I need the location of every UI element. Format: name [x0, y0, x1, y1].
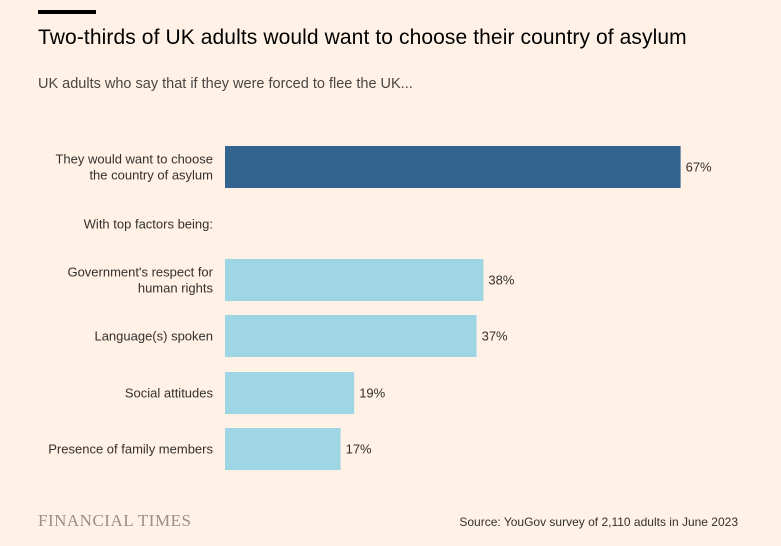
category-label: Government's respect for human rights	[67, 265, 213, 296]
source-note: Source: YouGov survey of 2,110 adults in…	[459, 515, 738, 529]
category-label: Presence of family members	[48, 442, 213, 457]
category-label: Social attitudes	[125, 386, 214, 401]
category-label: They would want to choose the country of …	[55, 152, 213, 183]
bar	[225, 146, 681, 188]
bar-chart: They would want to choose the country of …	[48, 146, 712, 470]
value-label: 17%	[346, 442, 372, 457]
value-label: 19%	[359, 386, 385, 401]
bar	[225, 428, 341, 470]
bar	[225, 315, 477, 357]
category-label: Language(s) spoken	[94, 329, 213, 344]
chart-title: Two-thirds of UK adults would want to ch…	[38, 26, 687, 49]
financial-times-logo: FINANCIAL TIMES	[38, 511, 192, 530]
chart-subtitle: UK adults who say that if they were forc…	[38, 76, 413, 92]
bar	[225, 259, 484, 301]
category-label: With top factors being:	[84, 217, 213, 232]
top-rule	[38, 10, 96, 14]
value-label: 37%	[482, 329, 508, 344]
value-label: 38%	[488, 273, 514, 288]
value-label: 67%	[686, 160, 712, 175]
bar	[225, 372, 355, 414]
